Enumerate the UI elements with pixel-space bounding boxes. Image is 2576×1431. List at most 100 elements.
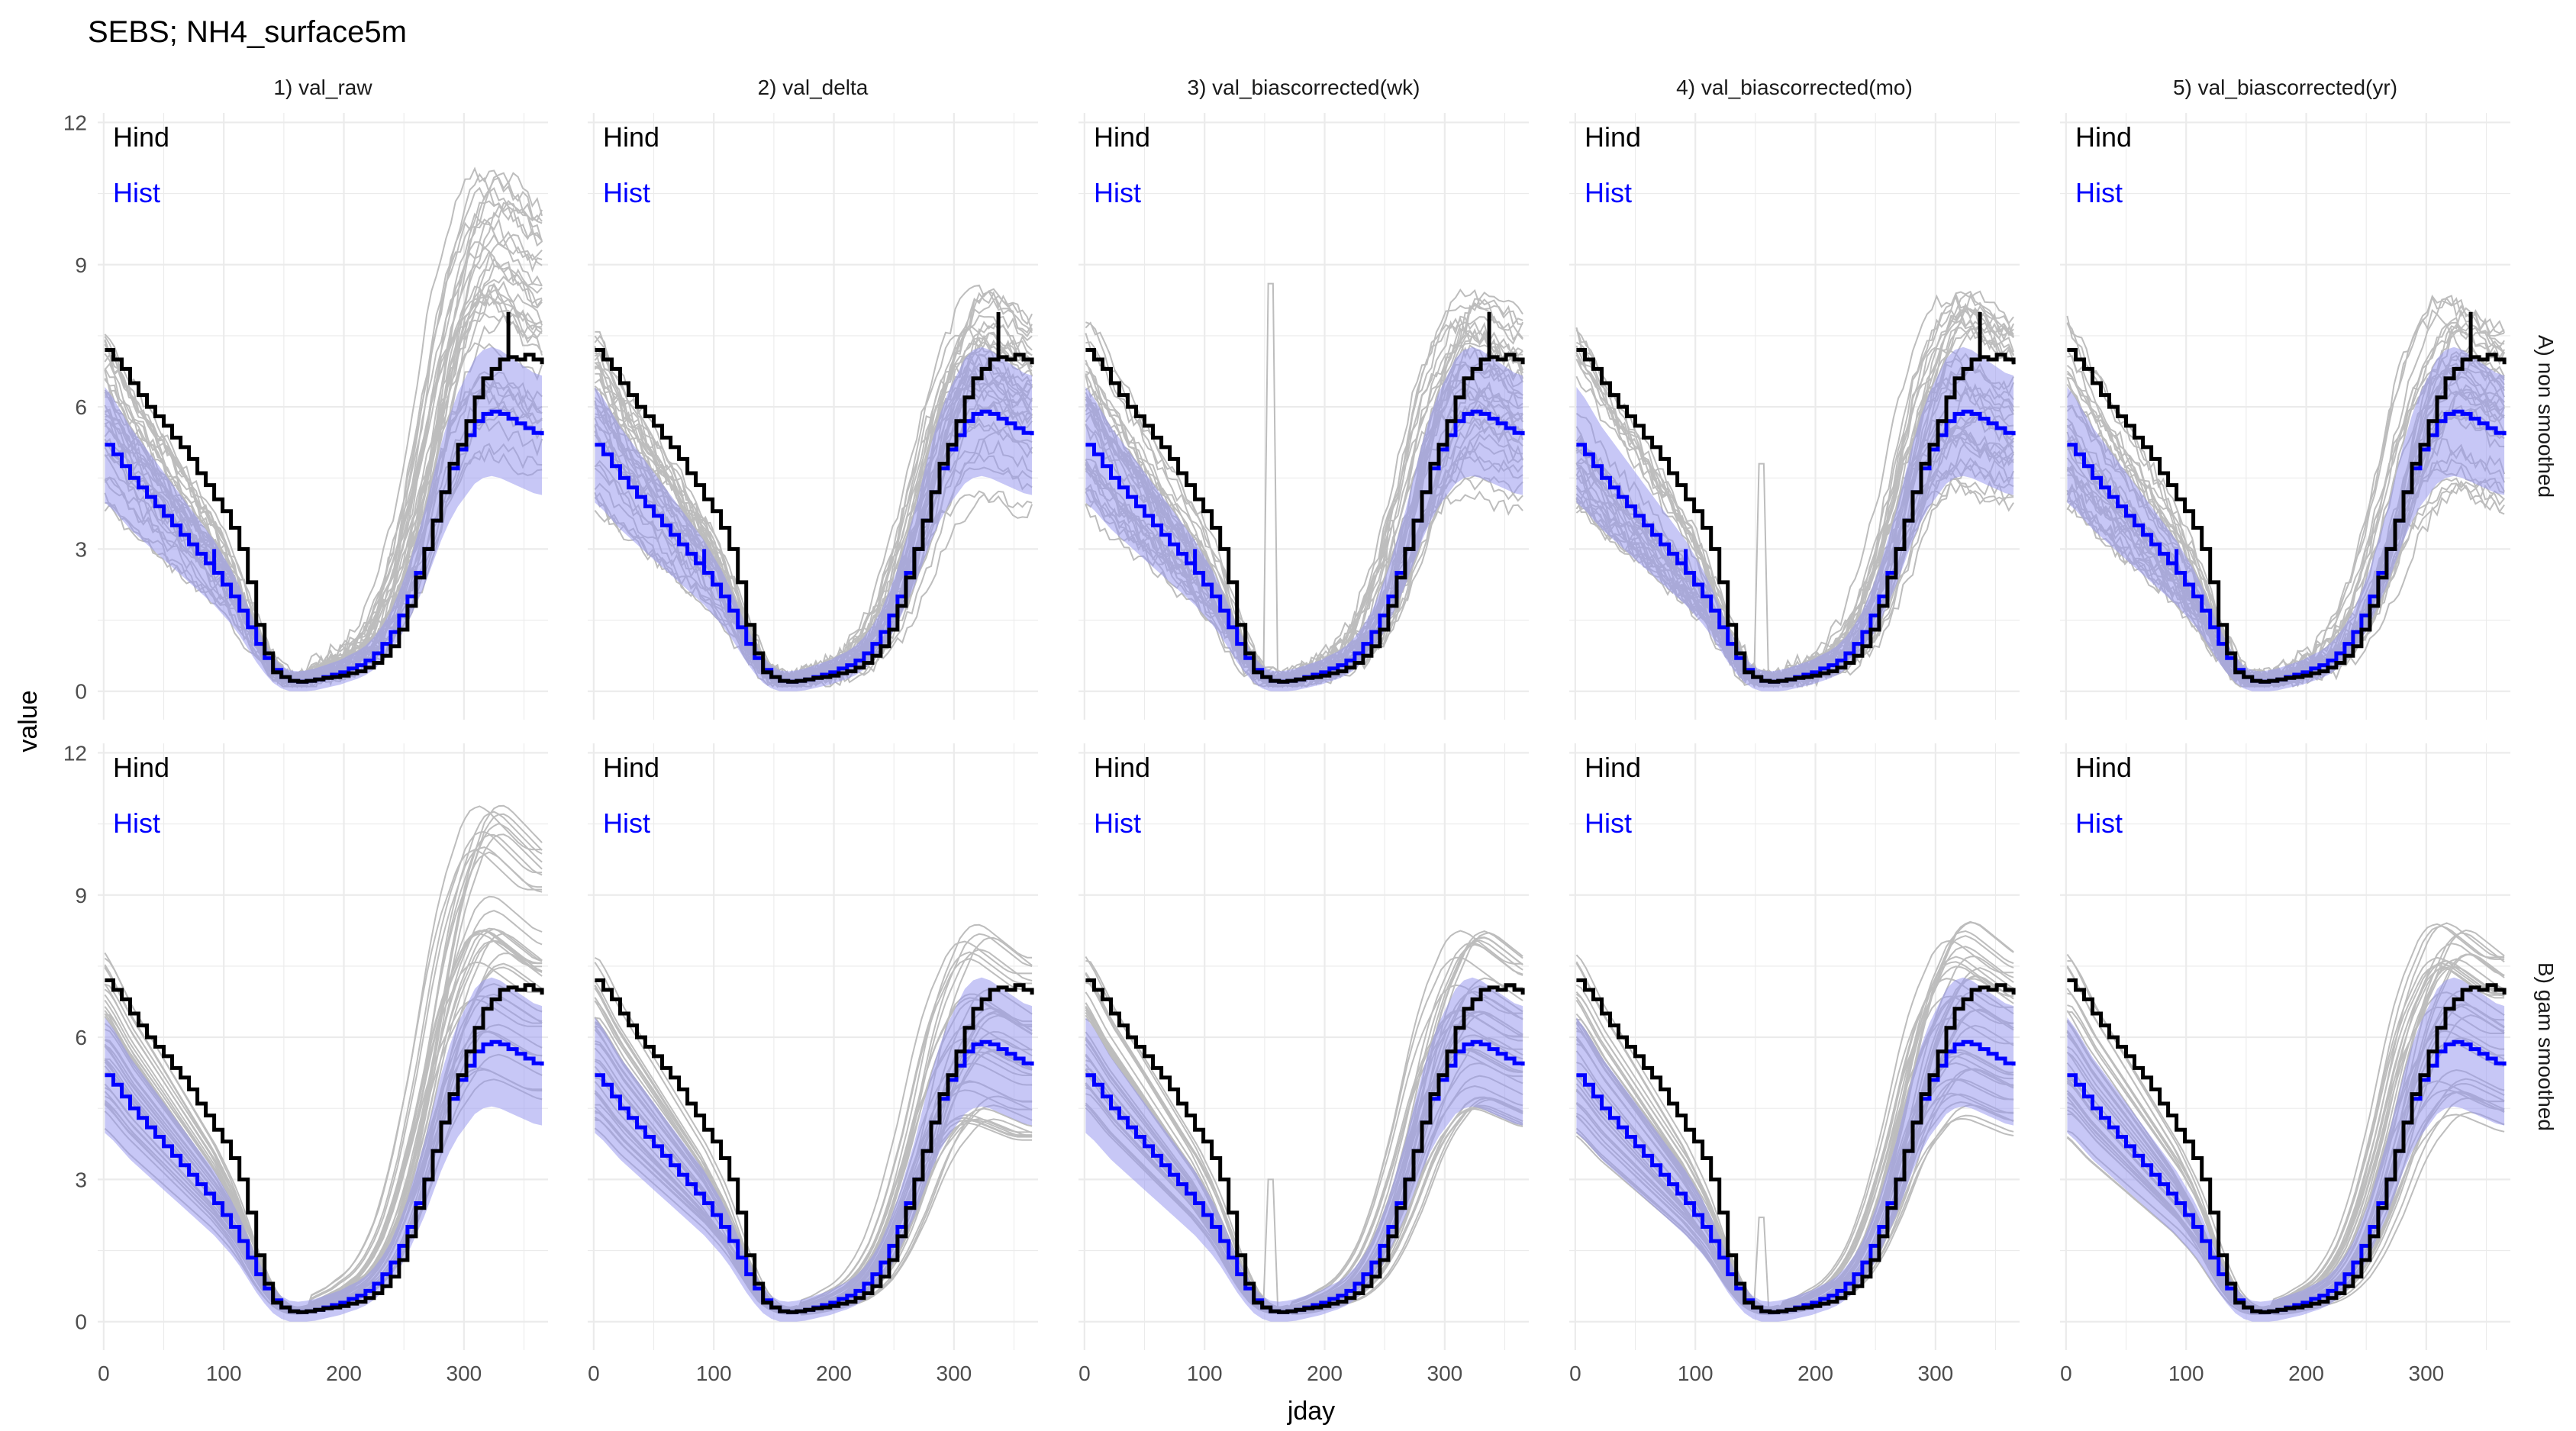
- hist-annotation: Hist: [1585, 807, 1632, 839]
- y-tick-label: 12: [63, 111, 87, 134]
- hist-band: [1576, 346, 2014, 691]
- x-tick-label: 100: [696, 1362, 732, 1385]
- x-tick-label: 0: [2060, 1362, 2072, 1385]
- x-tick-label: 100: [206, 1362, 242, 1385]
- x-tick-label: 0: [1569, 1362, 1581, 1385]
- facet-column-label: 4) val_biascorrected(mo): [1676, 76, 1913, 99]
- plot-area: [594, 923, 1034, 1322]
- plot-area: [2066, 922, 2507, 1322]
- hist-annotation: Hist: [603, 807, 650, 839]
- x-tick-label: 300: [447, 1362, 482, 1385]
- panel-r1-c2: Hind Hist 2) val_delta: [588, 76, 1038, 720]
- hist-band: [2067, 977, 2505, 1322]
- plot-area: [1575, 290, 2016, 691]
- panel-r1-c4: Hind Hist 4) val_biascorrected(mo): [1569, 76, 2020, 720]
- hist-band: [1576, 977, 2014, 1322]
- hind-line: [595, 978, 1034, 1314]
- x-tick-label: 300: [2409, 1362, 2445, 1385]
- hist-annotation: Hist: [2075, 177, 2123, 208]
- plot-area: [1085, 930, 1525, 1322]
- x-tick-label: 300: [937, 1362, 972, 1385]
- hind-annotation: Hind: [603, 121, 659, 153]
- hist-annotation: Hist: [113, 177, 160, 208]
- y-tick-label: 12: [63, 741, 87, 765]
- facet-column-label: 2) val_delta: [758, 76, 869, 99]
- facet-row-label: A) non smoothed: [2534, 335, 2558, 498]
- x-tick-label: 200: [816, 1362, 852, 1385]
- panel-r2-c5: Hind Hist B) gam smoothed 0 100 200 300: [2060, 743, 2558, 1385]
- panel-r2-c4: Hind Hist 0 100 200 300: [1569, 743, 2020, 1385]
- plot-area: [104, 166, 544, 691]
- y-tick-label: 6: [75, 395, 87, 419]
- hind-annotation: Hind: [1585, 752, 1641, 783]
- hist-annotation: Hist: [2075, 807, 2123, 839]
- x-tick-label: 300: [1427, 1362, 1463, 1385]
- x-tick-label: 200: [1797, 1362, 1833, 1385]
- hist-band: [1085, 977, 1523, 1322]
- hind-annotation: Hind: [113, 121, 169, 153]
- hind-annotation: Hind: [603, 752, 659, 783]
- x-tick-label: 100: [1678, 1362, 1714, 1385]
- hind-line: [105, 978, 544, 1314]
- hind-line: [105, 348, 544, 684]
- hist-annotation: Hist: [1585, 177, 1632, 208]
- panel-r2-c3: Hind Hist 0 100 200 300: [1078, 743, 1529, 1385]
- y-axis-label: value: [14, 690, 43, 752]
- hind-line: [2067, 348, 2507, 684]
- facet-row-label: B) gam smoothed: [2534, 962, 2558, 1131]
- facet-column-label: 3) val_biascorrected(wk): [1188, 76, 1420, 99]
- hind-annotation: Hind: [2075, 752, 2132, 783]
- hind-line: [2067, 978, 2507, 1314]
- hind-annotation: Hind: [1094, 121, 1150, 153]
- hind-line: [595, 348, 1034, 684]
- y-tick-label: 9: [75, 253, 87, 277]
- hind-annotation: Hind: [1094, 752, 1150, 783]
- hind-line: [1576, 978, 2016, 1314]
- panel-r1-c5: Hind Hist 5) val_biascorrected(yr) A) non s…: [2060, 76, 2558, 720]
- facet-column-label: 5) val_biascorrected(yr): [2173, 76, 2397, 99]
- hist-annotation: Hist: [603, 177, 650, 208]
- hist-annotation: Hist: [1094, 177, 1141, 208]
- y-tick-label: 0: [75, 680, 87, 704]
- panel-r2-c2: Hind Hist 0 100 200 300: [588, 743, 1038, 1385]
- x-tick-label: 0: [98, 1362, 110, 1385]
- hist-annotation: Hist: [1094, 807, 1141, 839]
- panel-r1-c3: Hind Hist 3) val_biascorrected(wk): [1078, 76, 1529, 720]
- plot-area: [594, 284, 1034, 691]
- figure-title: SEBS; NH4_surface5m: [88, 15, 407, 49]
- facet-column-label: 1) val_raw: [273, 76, 372, 99]
- hist-band: [105, 977, 543, 1322]
- x-tick-label: 100: [1187, 1362, 1223, 1385]
- y-tick-label: 9: [75, 884, 87, 907]
- plot-area: [1085, 282, 1525, 691]
- x-axis-label: jday: [1287, 1397, 1335, 1426]
- panel-r1-c1: Hind Hist 1) val_raw 0 3 6 9 12: [63, 76, 548, 720]
- hind-line: [1085, 348, 1525, 684]
- y-tick-label: 6: [75, 1026, 87, 1049]
- panel-r2-c1: Hind Hist 0 3 6 9 12 0 100 200 300: [63, 741, 548, 1385]
- plot-area: [2066, 295, 2507, 691]
- x-tick-label: 200: [2288, 1362, 2324, 1385]
- hist-band: [105, 346, 543, 691]
- x-tick-label: 0: [1078, 1362, 1091, 1385]
- x-tick-label: 100: [2168, 1362, 2204, 1385]
- hist-band: [595, 977, 1033, 1322]
- hind-line: [1085, 978, 1525, 1314]
- hind-line: [1576, 348, 2016, 684]
- hist-band: [595, 346, 1033, 691]
- hist-annotation: Hist: [113, 807, 160, 839]
- hist-band: [2067, 346, 2505, 691]
- hind-annotation: Hind: [1585, 121, 1641, 153]
- hist-band: [1085, 346, 1523, 691]
- ensemble-line: [2067, 923, 2505, 1310]
- hind-annotation: Hind: [2075, 121, 2132, 153]
- plot-area: [1575, 920, 2016, 1322]
- hind-annotation: Hind: [113, 752, 169, 783]
- x-tick-label: 0: [588, 1362, 600, 1385]
- plot-area: [104, 804, 544, 1322]
- y-tick-label: 0: [75, 1310, 87, 1334]
- x-tick-label: 300: [1918, 1362, 1954, 1385]
- x-tick-label: 200: [326, 1362, 362, 1385]
- y-tick-label: 3: [75, 537, 87, 561]
